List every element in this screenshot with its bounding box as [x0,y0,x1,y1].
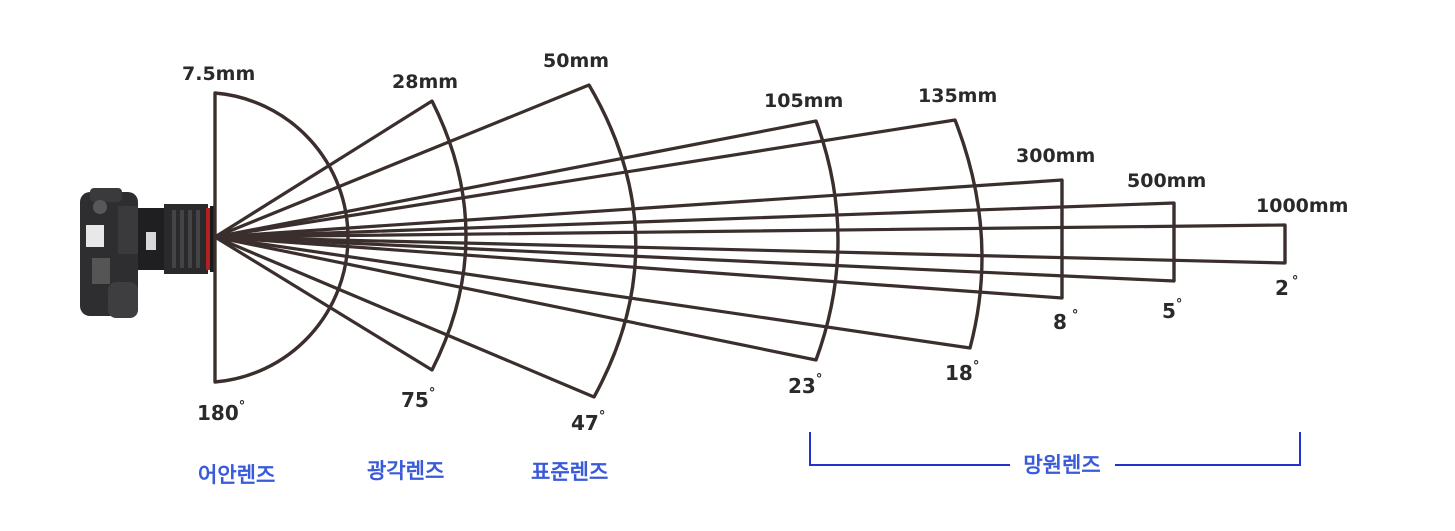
arc-50mm [587,84,638,398]
focal-label-7-5mm: 7.5mm [182,63,255,85]
focal-label-28mm: 28mm [392,71,458,93]
focal-label-135mm: 135mm [918,85,997,107]
category-telephoto: 망원렌즈 [1023,453,1100,477]
focal-label-1000mm: 1000mm [1256,195,1348,217]
focal-label-105mm: 105mm [764,90,843,112]
angle-label-18: 18° [945,359,979,385]
dslr-camera-icon [80,188,216,318]
arc-7-5mm [214,91,350,384]
focal-label-300mm: 300mm [1016,145,1095,167]
beam-top-1000mm [213,223,1287,239]
beam-bottom-1000mm [213,235,1287,265]
arc-135mm [953,119,984,349]
category-standard: 표준렌즈 [531,460,608,484]
beam-bottom-28mm [213,235,434,372]
category-fisheye: 어안렌즈 [198,463,275,487]
angle-label-23: 23° [788,372,822,398]
field-of-view-arcs [214,84,1287,398]
angle-label-47: 47° [571,409,605,435]
beam-bottom-300mm [213,235,1064,300]
arc-28mm [430,100,468,371]
beam-bottom-105mm [213,235,818,362]
focal-label-50mm: 50mm [543,50,609,72]
beam-top-135mm [213,118,957,239]
view-angle-lines [213,83,1287,399]
beam-top-105mm [213,119,818,239]
angle-label-8: 8 ° [1053,308,1078,334]
arc-105mm [814,120,840,361]
category-wide: 광각렌즈 [367,459,444,483]
beam-top-50mm [213,83,591,239]
beam-top-500mm [213,201,1176,239]
angle-label-2: 2 ° [1275,274,1298,300]
telephoto-bracket [809,432,1301,466]
beam-top-28mm [213,99,434,239]
beam-bottom-135mm [213,235,972,350]
beam-bottom-50mm [213,235,596,399]
beam-bottom-500mm [213,235,1176,283]
angle-label-75: 75° [401,386,435,412]
beam-top-300mm [213,178,1064,239]
focal-label-500mm: 500mm [1127,170,1206,192]
angle-label-5: 5° [1162,297,1182,323]
angle-label-180: 180° [197,399,245,425]
